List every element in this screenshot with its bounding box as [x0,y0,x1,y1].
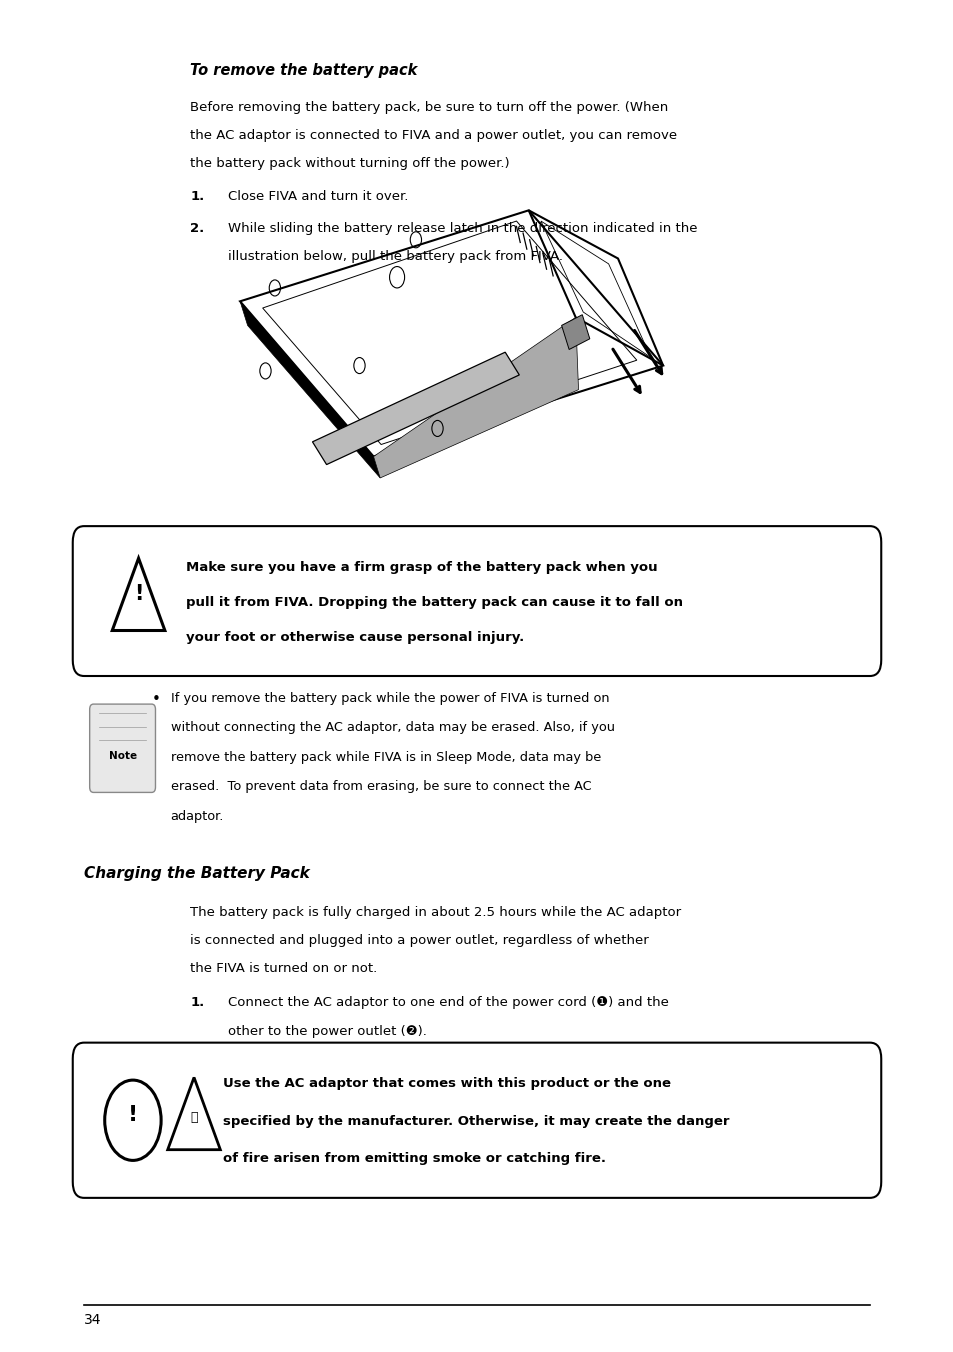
Text: Charging the Battery Pack: Charging the Battery Pack [84,867,310,882]
FancyBboxPatch shape [72,1042,881,1198]
Text: •: • [152,692,160,707]
Text: other to the power outlet (❷).: other to the power outlet (❷). [228,1025,426,1038]
FancyBboxPatch shape [72,526,881,676]
Text: 2.: 2. [190,222,204,235]
FancyBboxPatch shape [90,704,155,792]
Text: 34: 34 [84,1313,101,1326]
Text: of fire arisen from emitting smoke or catching fire.: of fire arisen from emitting smoke or ca… [223,1152,605,1165]
Text: !: ! [128,1105,138,1125]
Polygon shape [374,318,578,479]
Text: 1.: 1. [190,191,204,203]
Text: !: ! [133,584,143,604]
Text: Make sure you have a firm grasp of the battery pack when you: Make sure you have a firm grasp of the b… [186,561,657,573]
Text: is connected and plugged into a power outlet, regardless of whether: is connected and plugged into a power ou… [190,934,648,948]
Text: without connecting the AC adaptor, data may be erased. Also, if you: without connecting the AC adaptor, data … [171,722,614,734]
Text: 🔥: 🔥 [190,1111,197,1124]
Text: Connect the AC adaptor to one end of the power cord (❶) and the: Connect the AC adaptor to one end of the… [228,996,668,1009]
Text: To remove the battery pack: To remove the battery pack [190,64,417,78]
Text: erased.  To prevent data from erasing, be sure to connect the AC: erased. To prevent data from erasing, be… [171,780,591,794]
Text: adaptor.: adaptor. [171,810,224,823]
Text: Close FIVA and turn it over.: Close FIVA and turn it over. [228,191,408,203]
Text: Note: Note [109,752,136,761]
Polygon shape [240,301,379,479]
Text: remove the battery pack while FIVA is in Sleep Mode, data may be: remove the battery pack while FIVA is in… [171,750,600,764]
Polygon shape [561,315,589,350]
Text: pull it from FIVA. Dropping the battery pack can cause it to fall on: pull it from FIVA. Dropping the battery … [186,596,681,608]
Text: specified by the manufacturer. Otherwise, it may create the danger: specified by the manufacturer. Otherwise… [223,1115,729,1128]
Text: Use the AC adaptor that comes with this product or the one: Use the AC adaptor that comes with this … [223,1078,671,1091]
Text: your foot or otherwise cause personal injury.: your foot or otherwise cause personal in… [186,630,523,644]
Text: Before removing the battery pack, be sure to turn off the power. (When: Before removing the battery pack, be sur… [190,100,668,114]
Text: the AC adaptor is connected to FIVA and a power outlet, you can remove: the AC adaptor is connected to FIVA and … [190,128,677,142]
Text: The battery pack is fully charged in about 2.5 hours while the AC adaptor: The battery pack is fully charged in abo… [190,906,680,919]
Text: While sliding the battery release latch in the direction indicated in the: While sliding the battery release latch … [228,222,697,235]
Text: If you remove the battery pack while the power of FIVA is turned on: If you remove the battery pack while the… [171,692,609,704]
Text: 1.: 1. [190,996,204,1009]
Polygon shape [313,352,518,465]
Text: illustration below, pull the battery pack from FIVA.: illustration below, pull the battery pac… [228,250,562,264]
Text: the FIVA is turned on or not.: the FIVA is turned on or not. [190,963,377,975]
Text: the battery pack without turning off the power.): the battery pack without turning off the… [190,157,509,170]
